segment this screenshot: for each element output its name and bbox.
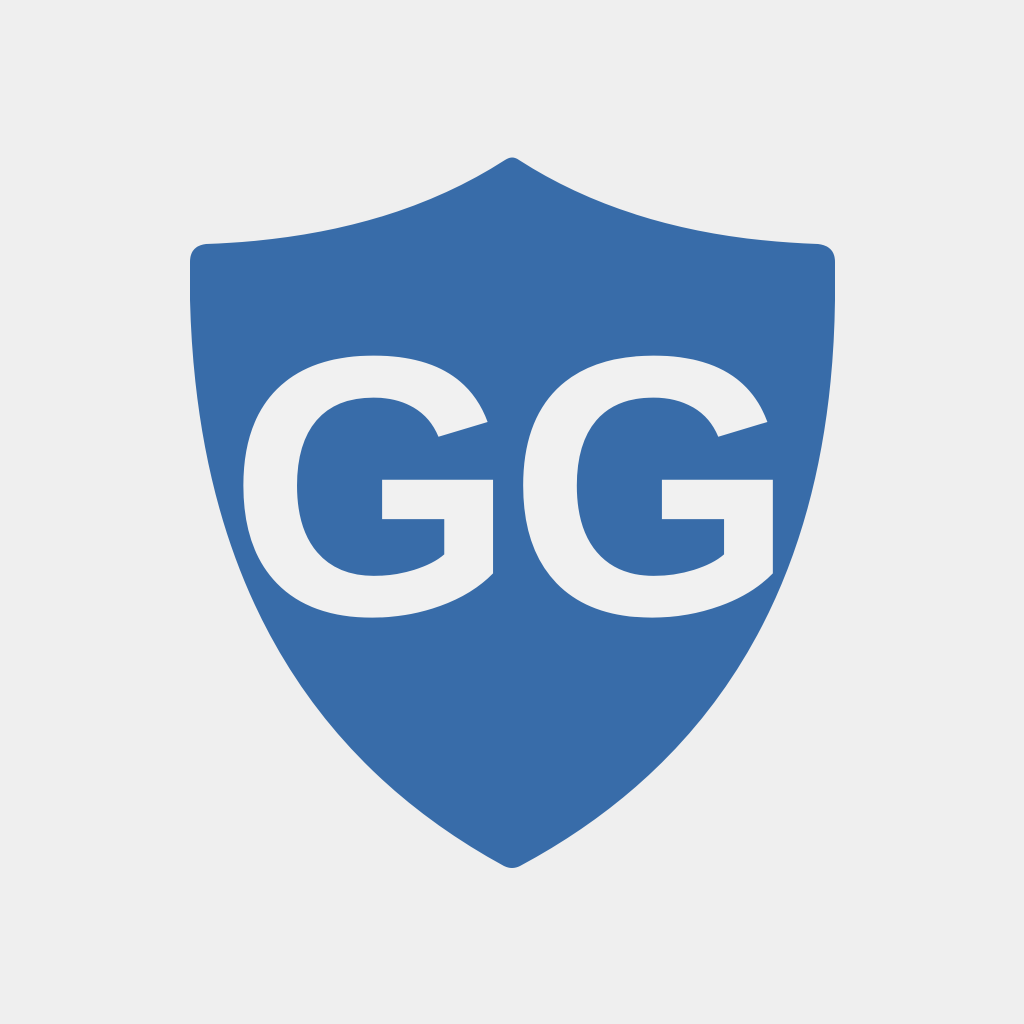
shield-icon <box>190 157 835 868</box>
logo-monogram: GG <box>228 280 788 693</box>
